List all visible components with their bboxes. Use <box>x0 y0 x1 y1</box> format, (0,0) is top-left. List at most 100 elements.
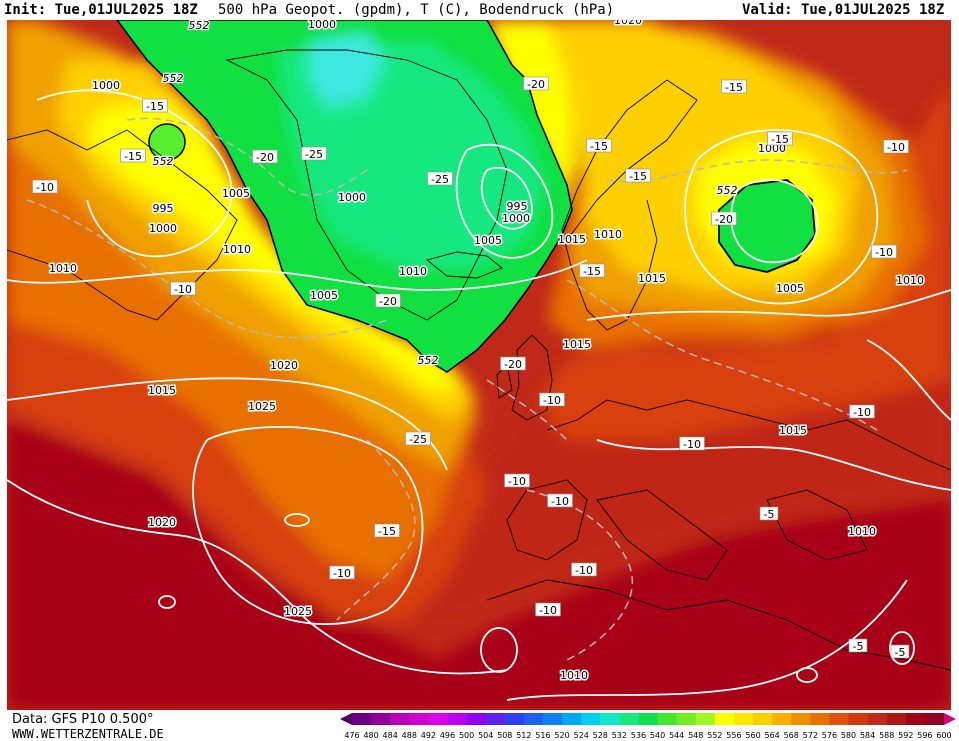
temperature-label: -10 <box>683 438 701 451</box>
temperature-label-box: -10 <box>849 404 875 419</box>
scale-tick-label: 484 <box>383 731 398 740</box>
scale-swatch <box>466 713 487 725</box>
temperature-label: -10 <box>551 495 569 508</box>
isobar-label: 1020 <box>614 20 642 27</box>
temperature-label-box: -15 <box>721 79 747 94</box>
coast-canada <box>7 129 238 321</box>
scale-swatch <box>371 713 391 725</box>
scale-tick-label: 596 <box>917 731 932 740</box>
scale-tick-label: 532 <box>612 731 627 740</box>
temperature-label: -20 <box>504 358 522 371</box>
temperature-label-box: -15 <box>120 148 146 163</box>
scale-tick-label: 528 <box>593 731 608 740</box>
temperature-label-bg <box>571 562 597 577</box>
temperature-label-box: -15 <box>374 523 400 538</box>
isobar-line <box>866 339 951 421</box>
isobar-label: 1015 <box>558 233 586 246</box>
temperature-label-box: -25 <box>427 171 453 186</box>
isobar-label: 1015 <box>148 384 176 397</box>
isobar-line <box>455 143 554 259</box>
scale-tick-label: 540 <box>650 731 665 740</box>
temperature-label-bg <box>679 436 705 451</box>
scale-swatch <box>886 713 907 725</box>
temperature-label: -25 <box>409 433 427 446</box>
isobar-label: 995 <box>153 202 174 215</box>
temperature-label-box: -15 <box>142 98 168 113</box>
scale-swatch <box>848 713 869 725</box>
temperature-label: -25 <box>431 173 449 186</box>
website-url: WWW.WETTERZENTRALE.DE <box>12 727 164 741</box>
temperature-label-bg <box>547 493 573 508</box>
isobar-label: 1000 <box>502 212 530 225</box>
scale-swatch <box>753 713 773 725</box>
temperature-label-box: -20 <box>375 293 401 308</box>
temperature-label-bg <box>405 431 431 446</box>
temperature-label-box: -10 <box>883 139 909 154</box>
scale-swatch <box>352 713 372 725</box>
isobar-label: 1005 <box>310 289 338 302</box>
temperature-label-bg <box>883 139 909 154</box>
scale-tick-label: 600 <box>936 731 951 740</box>
temperature-label-box: -10 <box>571 562 597 577</box>
temperature-label: -15 <box>378 525 396 538</box>
scale-tick-label: 588 <box>879 731 894 740</box>
temperature-label-box: -25 <box>301 146 327 161</box>
temperature-label-bg <box>871 244 897 259</box>
temperature-label-bg <box>539 392 565 407</box>
temperature-label: -10 <box>543 394 561 407</box>
temperature-label: -15 <box>725 81 743 94</box>
isobar-label: 1010 <box>848 525 876 538</box>
isobar-label: 1005 <box>474 234 502 247</box>
scale-swatch <box>581 713 601 725</box>
temperature-label-bg <box>890 644 910 659</box>
temperature-label-bg <box>579 263 605 278</box>
temperature-label-box: -10 <box>539 392 565 407</box>
isobar-label: 1010 <box>560 669 588 682</box>
isobar-line <box>7 377 448 471</box>
temperature-label-box: -10 <box>547 493 573 508</box>
scale-swatch <box>810 713 830 725</box>
geopotential-label: 552 <box>418 354 439 367</box>
temperature-label-bg <box>32 179 58 194</box>
isobar-label: 1025 <box>248 400 276 413</box>
isobar-label: 1015 <box>779 424 807 437</box>
temperature-label-box: -20 <box>252 149 278 164</box>
isobar-line <box>7 479 508 675</box>
temperature-label: -15 <box>124 150 142 163</box>
scale-tick-label: 488 <box>402 731 417 740</box>
scale-swatch <box>695 713 716 725</box>
coast-greenland <box>225 49 508 321</box>
scale-swatch <box>390 713 410 725</box>
isobar-label: 1015 <box>563 338 591 351</box>
temperature-label-bg <box>329 565 355 580</box>
scale-swatch <box>542 713 563 725</box>
isobar-label: 1010 <box>594 228 622 241</box>
temperature-label: -15 <box>590 140 608 153</box>
isobar-line <box>36 89 233 258</box>
scale-swatch <box>905 713 926 725</box>
temperature-label-bg <box>375 293 401 308</box>
scale-swatch <box>409 713 429 725</box>
isobar-ring <box>796 667 818 683</box>
scale-swatch <box>772 713 792 725</box>
temperature-label-box: -10 <box>535 602 561 617</box>
isobar-label: 1005 <box>222 187 250 200</box>
coast-iceland <box>426 251 503 279</box>
temperature-label: -15 <box>583 265 601 278</box>
isobar-label: 1020 <box>148 516 176 529</box>
scale-tick-label: 552 <box>707 731 722 740</box>
geopotential-color-fill <box>7 20 951 710</box>
footer: Data: GFS P10 0.500° WWW.WETTERZENTRALE.… <box>0 710 959 741</box>
field-red-orange-east <box>537 80 951 440</box>
scale-tick-label: 520 <box>554 731 569 740</box>
isotherm-line <box>486 379 568 441</box>
temperature-label: -5 <box>853 640 864 653</box>
scale-arrow-left <box>340 713 352 725</box>
temperature-label-bg <box>120 148 146 163</box>
isobar-label: 1020 <box>270 359 298 372</box>
scale-swatch <box>523 713 544 725</box>
isobar-labels: 1000 102010001005995100010009951000100510… <box>48 20 926 684</box>
temperature-label: -10 <box>36 181 54 194</box>
temperature-label: -20 <box>715 213 733 226</box>
isobar-label: 1010 <box>399 265 427 278</box>
